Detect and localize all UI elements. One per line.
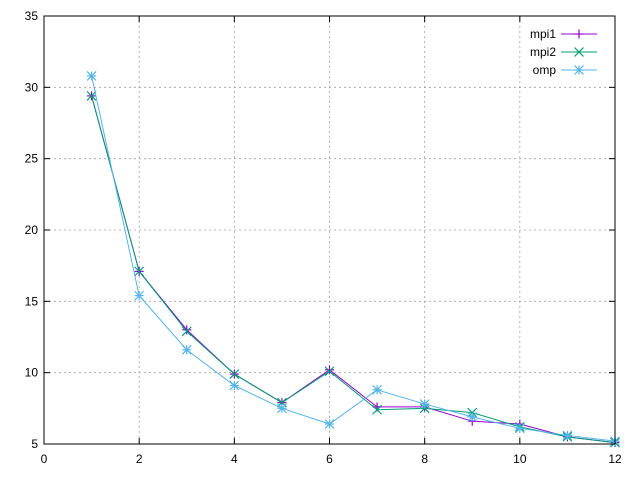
y-tick-label: 20 <box>25 223 39 237</box>
series-group <box>86 70 620 448</box>
data-point <box>324 366 335 377</box>
data-point <box>372 384 383 395</box>
series-mpi2 <box>86 90 620 448</box>
data-point <box>514 423 525 434</box>
data-point <box>324 419 335 429</box>
data-point <box>467 411 478 422</box>
axes: 0 2 4 6 8 10 12 5 10 15 20 25 30 35 <box>25 9 622 466</box>
x-tick-label: 4 <box>231 452 238 466</box>
legend-item-mpi2: mpi2 <box>530 45 597 59</box>
data-point <box>134 266 145 277</box>
x-tick-label: 0 <box>41 452 48 466</box>
x-tick-label: 12 <box>608 452 622 466</box>
legend-item-mpi1: mpi1 <box>530 27 597 41</box>
data-point <box>229 369 240 380</box>
data-point <box>325 365 334 375</box>
data-point <box>574 65 584 75</box>
data-point <box>229 380 240 391</box>
data-point <box>86 70 97 81</box>
legend-label: mpi1 <box>530 27 556 41</box>
y-tick-label: 15 <box>25 294 39 308</box>
data-point <box>86 90 97 101</box>
y-tick-label: 30 <box>25 80 39 94</box>
legend-item-omp: omp <box>533 63 597 77</box>
x-tick-label: 10 <box>513 452 527 466</box>
series-mpi1 <box>87 91 620 448</box>
x-tick-label: 6 <box>326 452 333 466</box>
x-tick-label: 2 <box>136 452 143 466</box>
y-tick-label: 5 <box>31 437 38 451</box>
y-tick-label: 10 <box>25 366 39 380</box>
data-point <box>276 403 287 414</box>
y-tick-label: 25 <box>25 152 39 166</box>
y-tick-label: 35 <box>25 9 39 23</box>
data-point <box>372 404 383 415</box>
data-point <box>182 325 192 335</box>
legend: mpi1 mpi2 omp <box>530 27 597 77</box>
data-point <box>574 47 584 57</box>
x-tick-label: 8 <box>421 452 428 466</box>
legend-label: omp <box>533 63 557 77</box>
series-omp <box>86 70 620 447</box>
series-line <box>91 75 616 442</box>
series-line <box>91 95 616 444</box>
series-line <box>91 95 616 444</box>
data-point <box>419 399 430 409</box>
data-point <box>574 29 584 39</box>
data-point <box>134 290 145 301</box>
data-point <box>181 326 192 337</box>
data-point <box>181 344 192 355</box>
grid <box>44 16 615 444</box>
data-point <box>562 430 573 441</box>
legend-label: mpi2 <box>530 45 556 59</box>
